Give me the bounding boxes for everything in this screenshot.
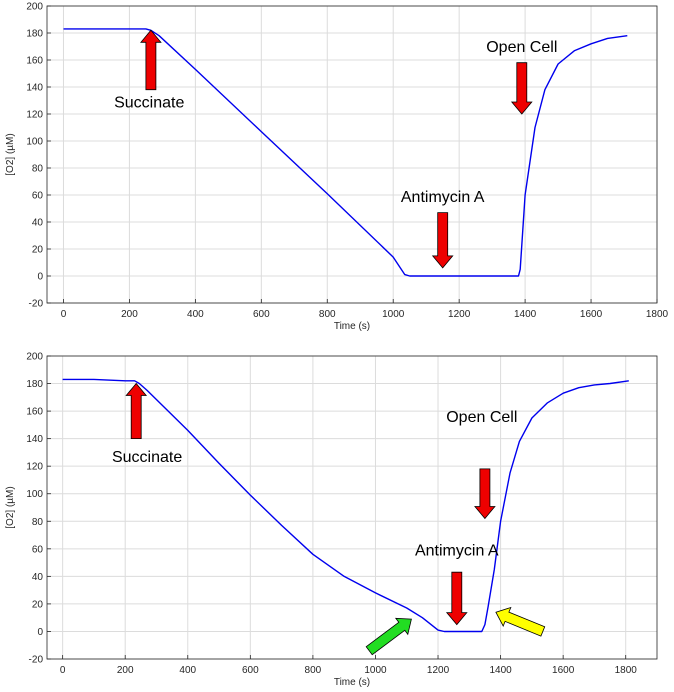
plot-frame	[46, 5, 658, 304]
yellow-arrow-diagonal	[495, 606, 546, 637]
x-tick-label: 1600	[580, 309, 603, 320]
x-tick-label: 1600	[552, 665, 575, 676]
y-axis-label: [O2] (µM)	[5, 133, 16, 175]
y-tick-label: 60	[32, 191, 44, 202]
chart-top: 0 200 400 600 800 1000 1200 1400 1600 1800 -20 0 20 4…	[5, 2, 669, 333]
red-arrow-down	[445, 571, 468, 626]
y-tick-label: 20	[32, 245, 44, 256]
y-tick-label: 200	[26, 2, 43, 13]
y-tick-label: 160	[26, 407, 43, 418]
y-tick-label: 120	[26, 462, 43, 473]
y-tick-label: 0	[37, 627, 43, 638]
x-axis-label: Time (s)	[334, 321, 370, 332]
y-tick-label: 140	[26, 434, 43, 445]
y-tick-label: 200	[26, 352, 43, 363]
red-arrow-down	[431, 212, 454, 269]
x-tick-label: 1800	[646, 309, 669, 320]
x-tick-label: 1000	[364, 665, 387, 676]
red-arrow-down	[510, 62, 533, 115]
y-tick-label: 80	[32, 164, 44, 175]
x-tick-label: 800	[319, 309, 336, 320]
red-arrow-up	[140, 29, 162, 91]
series-line	[63, 28, 628, 277]
y-tick-label: 180	[26, 379, 43, 390]
y-tick-label: 140	[26, 83, 43, 94]
red-arrow-up	[125, 382, 148, 440]
x-tick-label: 800	[305, 665, 322, 676]
x-tick-label: 0	[60, 665, 66, 676]
y-tick-label: 160	[26, 56, 43, 67]
x-tick-label: 400	[187, 309, 204, 320]
y-tick-label: -20	[29, 299, 44, 310]
red-arrow-down	[474, 468, 496, 520]
annotation-label: Open Cell	[446, 409, 517, 426]
y-tick-label: 100	[26, 489, 43, 500]
y-tick-label: 40	[32, 572, 44, 583]
y-tick-label: 40	[32, 218, 44, 229]
y-tick-label: 0	[37, 272, 43, 283]
plot-frame	[46, 355, 658, 660]
annotation-label: Antimycin A	[415, 543, 499, 560]
y-tick-label: 120	[26, 110, 43, 121]
annotation-label: Succinate	[112, 449, 182, 466]
annotation-label: Antimycin A	[401, 189, 485, 206]
x-tick-label: 600	[242, 665, 259, 676]
green-arrow-diagonal	[365, 617, 412, 656]
x-tick-label: 1800	[615, 665, 638, 676]
x-tick-label: 1000	[382, 309, 405, 320]
y-axis-label: [O2] (µM)	[5, 486, 16, 528]
y-tick-label: 100	[26, 137, 43, 148]
x-tick-label: 1400	[514, 309, 537, 320]
x-tick-label: 600	[253, 309, 270, 320]
x-tick-label: 0	[61, 309, 67, 320]
y-tick-label: 80	[32, 517, 44, 528]
x-axis-label: Time (s)	[334, 677, 370, 688]
chart-bottom: 0 200 400 600 800 1000 1200 1400 1600 1800 -20 0 20 4…	[5, 352, 658, 688]
y-tick-label: 60	[32, 544, 44, 555]
annotation-label: Succinate	[114, 94, 184, 111]
series-line	[62, 378, 629, 633]
y-tick-label: -20	[29, 655, 44, 666]
x-tick-label: 1400	[489, 665, 512, 676]
annotation-label: Open Cell	[486, 39, 557, 56]
x-tick-label: 200	[121, 309, 138, 320]
x-tick-label: 400	[179, 665, 196, 676]
y-tick-label: 180	[26, 29, 43, 40]
x-tick-label: 1200	[427, 665, 450, 676]
x-tick-label: 200	[117, 665, 134, 676]
y-tick-label: 20	[32, 599, 44, 610]
x-tick-label: 1200	[448, 309, 471, 320]
